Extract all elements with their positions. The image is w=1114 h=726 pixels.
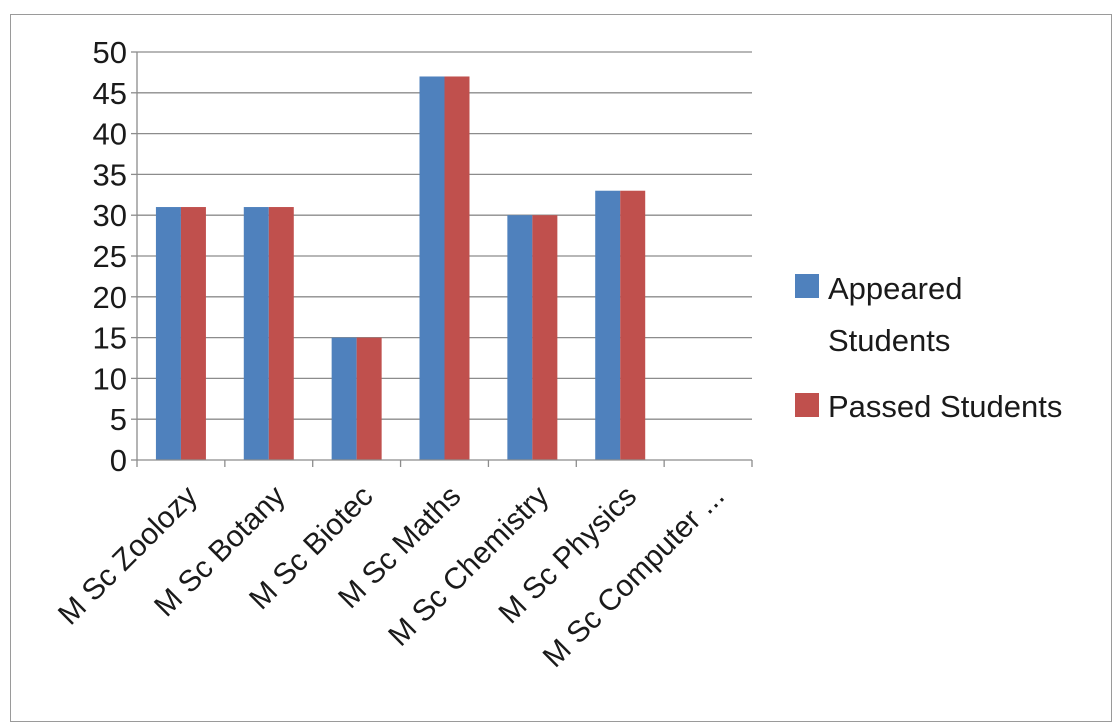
bar-appeared <box>507 215 533 460</box>
x-category-label: M Sc Chemistry <box>382 480 555 653</box>
y-tick-label: 45 <box>93 76 127 111</box>
y-tick-label: 15 <box>93 321 127 356</box>
legend-swatch-appeared <box>795 274 819 298</box>
legend-label-appeared-cont: Students <box>828 323 950 358</box>
y-tick-label: 35 <box>93 157 127 192</box>
y-tick-label: 20 <box>93 280 127 315</box>
bar-appeared <box>243 207 269 460</box>
bar-appeared <box>331 337 357 460</box>
y-tick-label: 50 <box>93 35 127 70</box>
y-tick-label: 40 <box>93 117 127 152</box>
bar-appeared <box>595 190 621 460</box>
legend-label-passed: Passed Students <box>828 389 1062 424</box>
legend-swatch-passed <box>795 393 819 417</box>
y-tick-label: 30 <box>93 198 127 233</box>
bar-passed <box>532 215 558 460</box>
bar-passed <box>444 76 470 460</box>
bar-passed <box>268 207 294 460</box>
bar-appeared <box>155 207 181 460</box>
bar-appeared <box>419 76 445 460</box>
y-tick-label: 10 <box>93 361 127 396</box>
bar-passed <box>620 190 646 460</box>
bar-passed <box>356 337 382 460</box>
bar-passed <box>180 207 206 460</box>
y-tick-label: 25 <box>93 239 127 274</box>
y-tick-label: 0 <box>110 443 127 478</box>
y-tick-label: 5 <box>110 402 127 437</box>
legend-label-appeared: Appeared <box>828 271 962 306</box>
